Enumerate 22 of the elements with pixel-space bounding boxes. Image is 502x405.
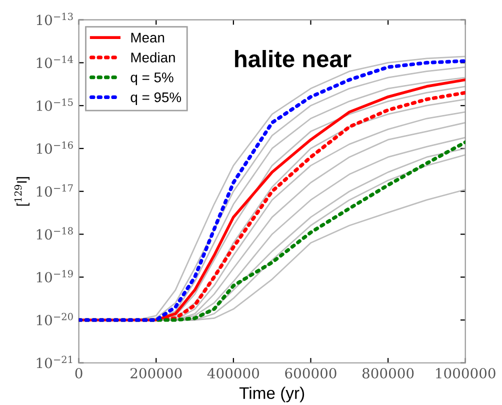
x-tick-label: 1000000 <box>436 368 496 378</box>
x-tick-label: 400000 <box>207 368 260 378</box>
y-axis-title: [$^{129}$I] <box>14 177 30 206</box>
y-tick-label: 10$^{−14}$ <box>36 56 74 68</box>
y-tick-label: 10$^{−18}$ <box>36 227 73 240</box>
y-tick-label: 10$^{−21}$ <box>36 356 72 368</box>
y-tick-label: 10$^{−19}$ <box>36 270 73 282</box>
x-tick-label: 600000 <box>285 368 336 378</box>
x-tick-label: 200000 <box>130 368 182 378</box>
annotation: halite near <box>235 50 352 68</box>
y-tick-label: 10$^{−13}$ <box>36 12 73 26</box>
y-tick-label: 10$^{−17}$ <box>36 184 73 197</box>
legend-label: Median <box>131 52 175 62</box>
y-tick-label: 10$^{−16}$ <box>36 141 73 154</box>
y-tick-label: 10$^{−15}$ <box>36 98 73 111</box>
x-tick-label: 800000 <box>362 368 414 378</box>
legend-label: q = 5% <box>130 72 174 86</box>
y-tick-label: 10$^{−20}$ <box>36 312 73 326</box>
x-axis-title: Time (yr) <box>239 386 304 402</box>
legend-label: q = 95% <box>130 92 182 105</box>
legend-label: Mean <box>131 32 164 43</box>
x-tick-label: 0 <box>75 368 82 378</box>
